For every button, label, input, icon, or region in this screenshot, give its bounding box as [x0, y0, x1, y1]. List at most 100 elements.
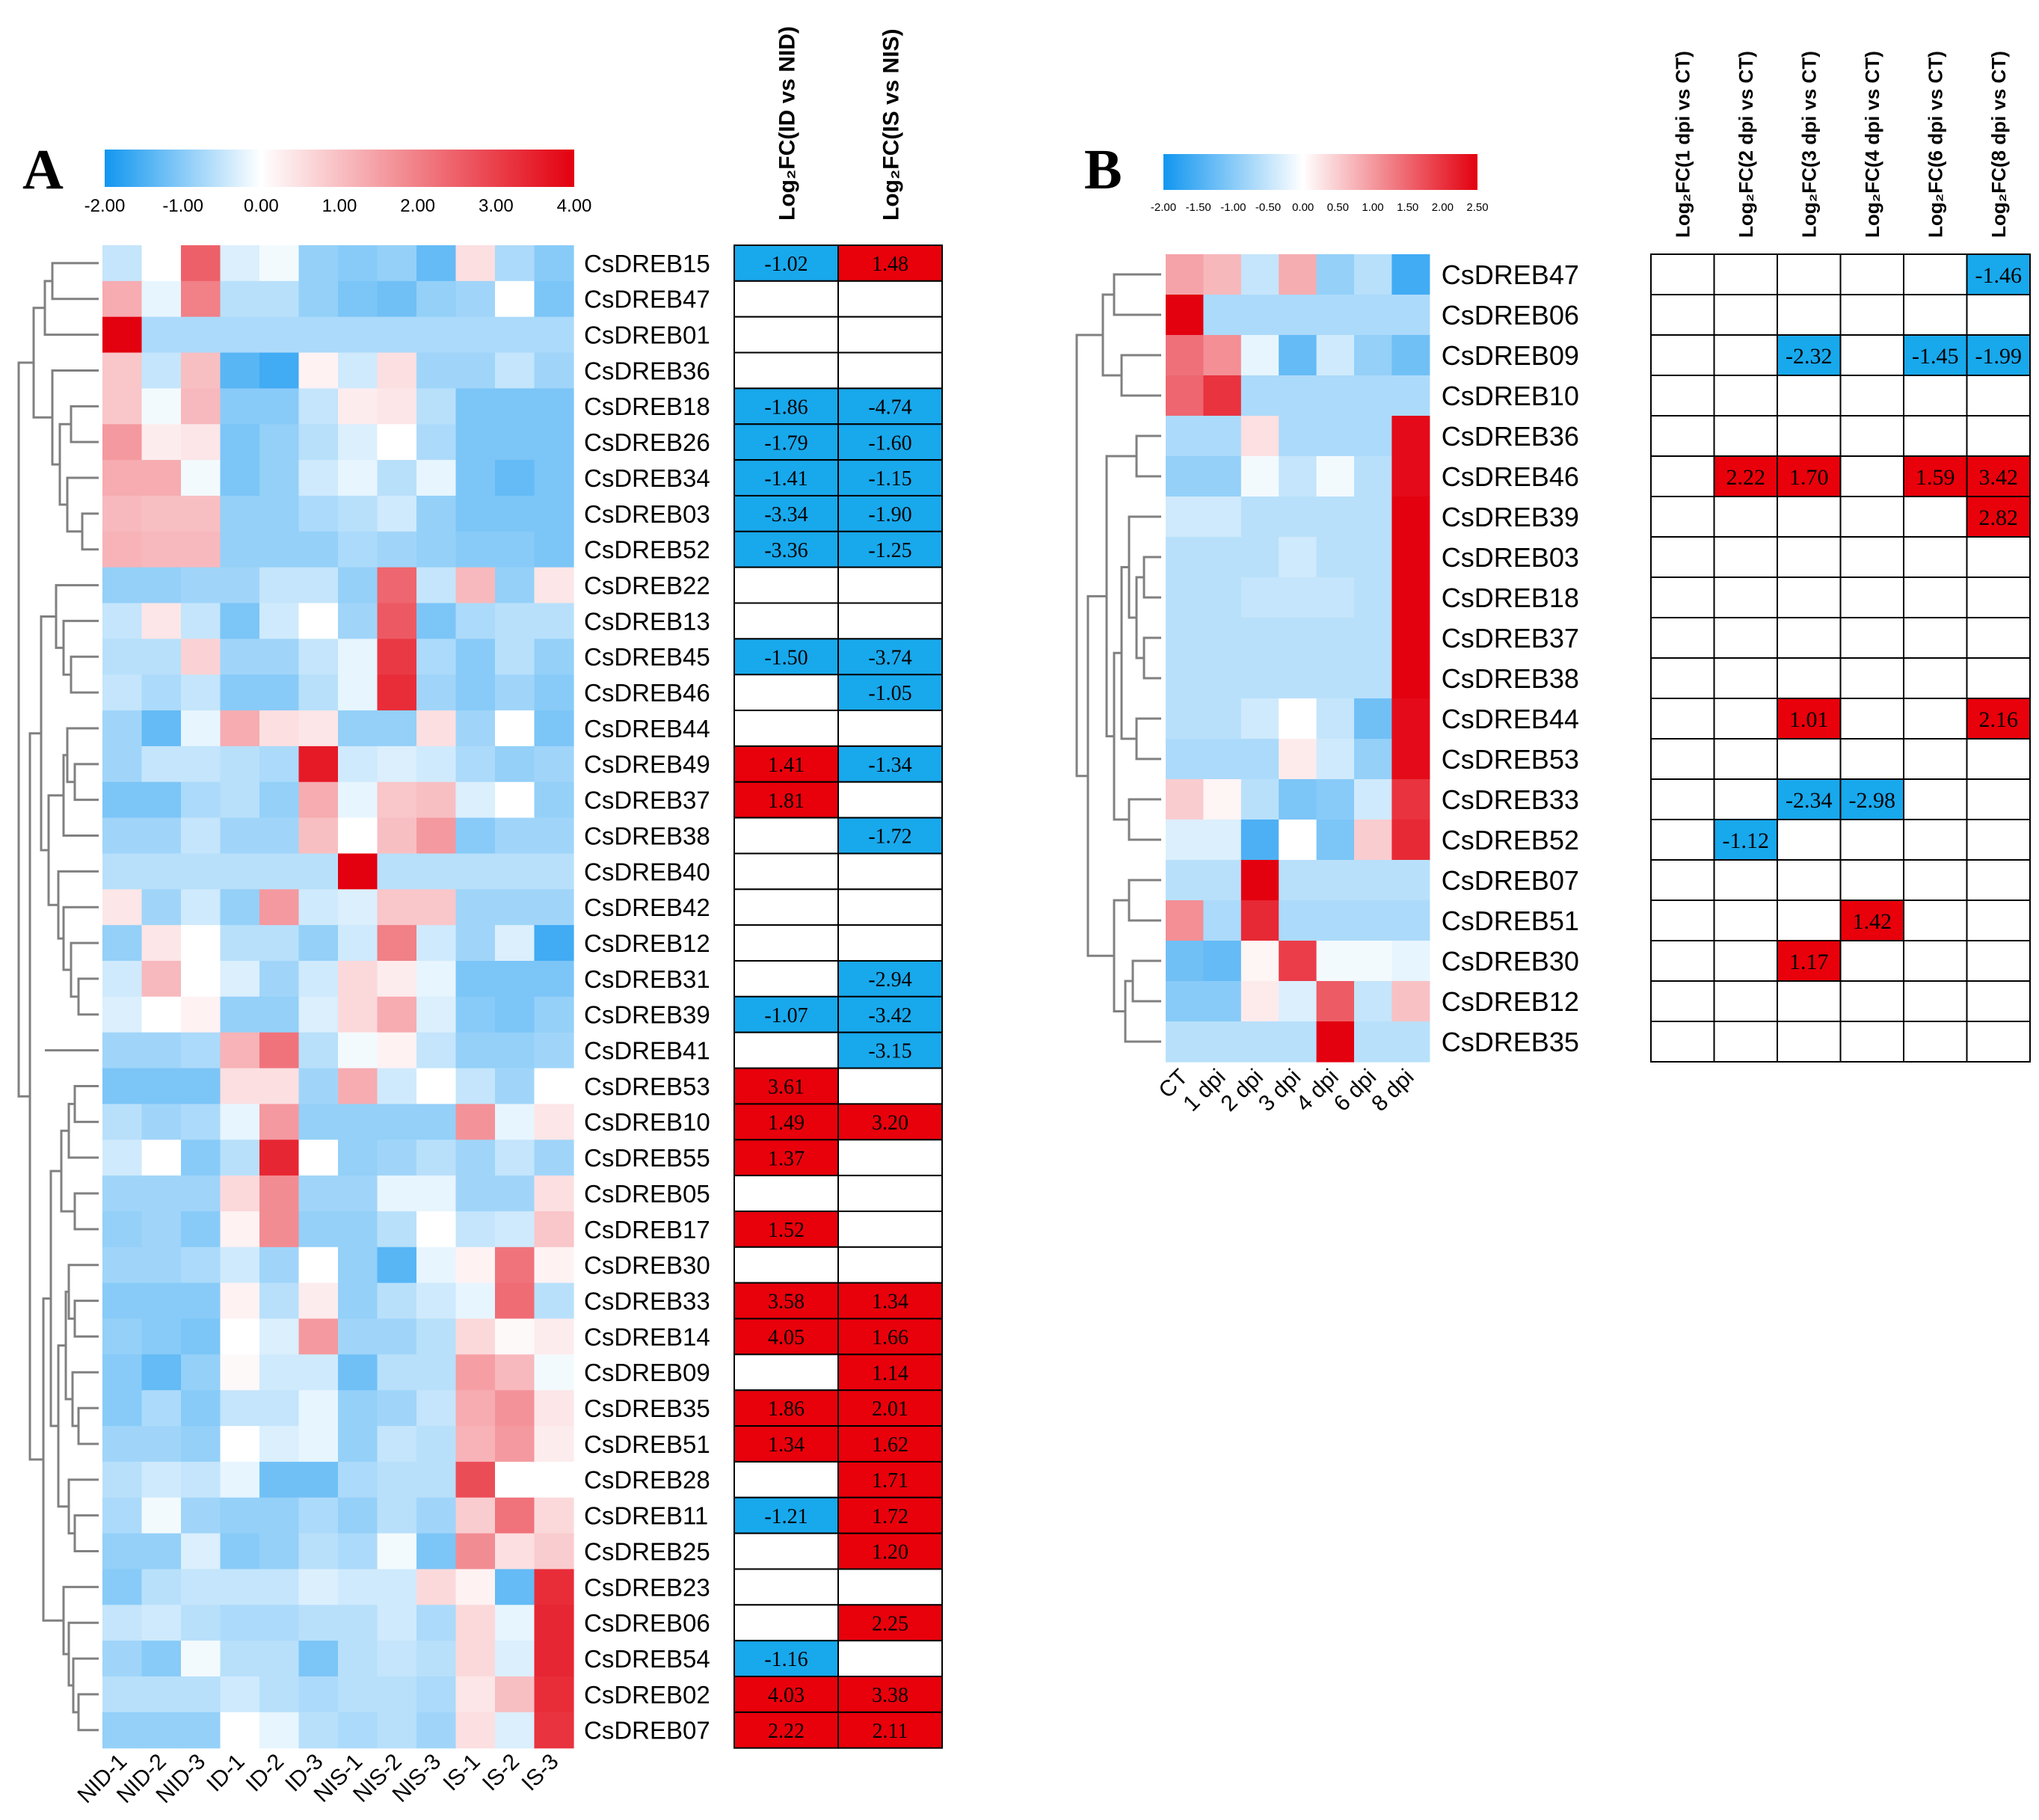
heatmap-cell — [1240, 618, 1279, 659]
fc-cell — [1966, 294, 2031, 336]
heatmap-cell — [298, 781, 339, 819]
fc-value: 1.62 — [872, 1433, 908, 1457]
fc-cell — [1903, 900, 1968, 941]
heatmap-cell — [1203, 577, 1242, 618]
fc-cell — [1713, 980, 1778, 1022]
heatmap-cell — [181, 639, 221, 675]
colorbar-tick-label: 0.00 — [1292, 201, 1314, 214]
heatmap-cell — [102, 745, 143, 783]
fc-value: 1.48 — [872, 253, 908, 276]
heatmap-cell — [377, 1246, 417, 1284]
fc-cell — [1713, 496, 1778, 538]
heatmap-cell — [1279, 295, 1317, 336]
fc-cell — [1903, 536, 1968, 578]
fc-header: Log₂FC(6 dpi vs CT) — [1925, 51, 1947, 238]
heatmap-cell — [495, 1497, 535, 1534]
heatmap-cell — [1240, 416, 1279, 457]
colorbar-tick-label: 1.50 — [1397, 201, 1418, 214]
heatmap-cell — [377, 639, 417, 675]
fc-value: 1.20 — [872, 1541, 908, 1564]
fc-cell — [837, 1246, 943, 1284]
heatmap-cell — [298, 460, 339, 496]
fc-cell — [837, 1175, 943, 1212]
heatmap-cell — [102, 961, 143, 997]
fc-cell — [734, 280, 839, 318]
heatmap-cell — [377, 1140, 417, 1176]
heatmap-cell — [1279, 739, 1317, 780]
heatmap-cell — [220, 853, 260, 890]
heatmap-cell — [141, 1390, 182, 1427]
heatmap-cell — [220, 781, 260, 819]
fc-value: -1.90 — [868, 503, 911, 526]
heatmap-cell — [102, 388, 143, 425]
fc-cell — [1650, 859, 1715, 901]
heatmap-cell — [1354, 900, 1392, 941]
heatmap-cell — [495, 781, 535, 819]
heatmap-cell — [455, 710, 496, 747]
heatmap-cell — [1316, 375, 1355, 416]
dendrogram-branch — [1135, 434, 1161, 478]
fc-cell — [837, 245, 943, 282]
heatmap-cell — [298, 1676, 339, 1713]
fc-cell — [837, 351, 943, 390]
heatmap-cell — [1316, 981, 1355, 1022]
fc-cell — [1650, 900, 1715, 941]
heatmap-cell — [102, 1211, 143, 1248]
fc-value: -1.45 — [1912, 344, 1959, 369]
heatmap-cell — [416, 1354, 457, 1391]
heatmap-cell — [416, 1605, 457, 1641]
heatmap-cell — [416, 1461, 457, 1498]
heatmap-cell — [534, 1605, 574, 1641]
heatmap-cell — [338, 1175, 378, 1212]
heatmap-cell — [220, 996, 260, 1033]
heatmap-cell — [1391, 1021, 1430, 1063]
heatmap-cell — [1316, 254, 1355, 295]
heatmap-cell — [495, 1390, 535, 1427]
heatmap-cell — [534, 1533, 574, 1570]
heatmap-cell — [298, 996, 339, 1033]
heatmap-cell — [1240, 456, 1279, 497]
heatmap-cell — [1354, 1021, 1392, 1063]
fc-value: 1.49 — [768, 1111, 805, 1134]
fc-cell — [1839, 415, 1904, 457]
heatmap-cell — [534, 1104, 574, 1140]
heatmap-cell — [338, 996, 378, 1033]
fc-cell — [1966, 819, 2031, 861]
fc-value: 3.20 — [872, 1111, 908, 1134]
heatmap-cell — [1279, 375, 1317, 416]
heatmap-cell — [534, 1032, 574, 1069]
row-label: CsDREB28 — [584, 1466, 710, 1494]
heatmap-cell — [1354, 779, 1392, 820]
column-label: 1 dpi — [1178, 1065, 1230, 1116]
heatmap-cell — [141, 603, 182, 639]
heatmap-cell — [1279, 416, 1317, 457]
heatmap-cell — [377, 1461, 417, 1498]
heatmap-cell — [1203, 618, 1242, 659]
fc-cell — [1839, 819, 1904, 861]
heatmap-cell — [455, 996, 496, 1033]
heatmap-cell — [259, 925, 300, 962]
dendrogram-branch — [81, 512, 99, 551]
heatmap-cell — [377, 1175, 417, 1212]
fc-cell — [734, 530, 839, 568]
heatmap-cell — [220, 1211, 260, 1248]
column-label: 2 dpi — [1217, 1065, 1268, 1116]
heatmap-cell — [377, 674, 417, 711]
heatmap-cell — [377, 1354, 417, 1391]
colorbar-tick-label: 3.00 — [479, 196, 514, 216]
heatmap-cell — [416, 674, 457, 711]
heatmap-cell — [495, 745, 535, 783]
heatmap-cell — [377, 1641, 417, 1677]
heatmap-cell — [220, 603, 260, 639]
heatmap-cell — [298, 1175, 339, 1212]
row-label: CsDREB13 — [584, 607, 710, 635]
heatmap-cell — [534, 710, 574, 747]
heatmap-cell — [495, 352, 535, 389]
heatmap-cell — [416, 280, 457, 318]
heatmap-cell — [495, 853, 535, 890]
heatmap-cell — [259, 781, 300, 819]
fc-cell — [1903, 294, 1968, 336]
heatmap-cell — [377, 1068, 417, 1104]
heatmap-cell — [102, 1318, 143, 1355]
dendrogram-branch — [1120, 354, 1161, 397]
